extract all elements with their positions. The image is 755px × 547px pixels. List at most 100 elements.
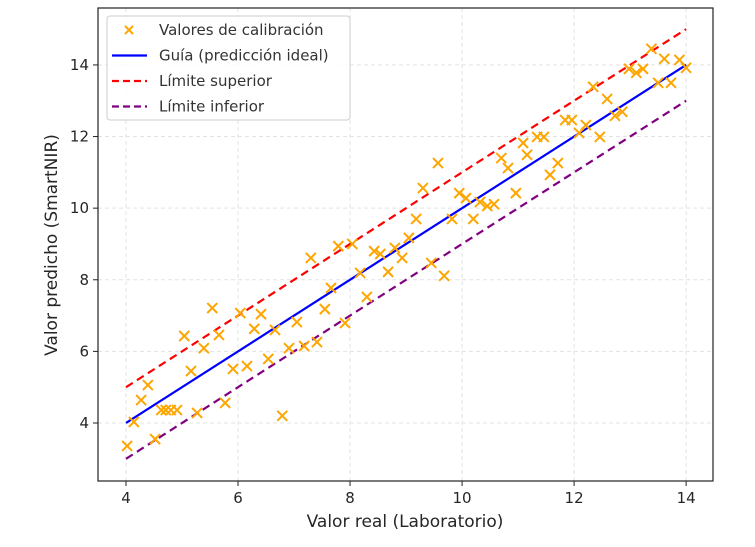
- scatter-point: [255, 308, 267, 320]
- scatter-point: [432, 157, 444, 169]
- y-axis-label: Valor predicho (SmartNIR): [42, 134, 62, 356]
- y-tick-label: 12: [70, 128, 89, 146]
- scatter-point: [178, 330, 190, 342]
- scatter-point: [601, 93, 613, 105]
- scatter-point: [389, 242, 401, 254]
- scatter-point: [521, 149, 533, 161]
- scatter-point: [517, 137, 529, 149]
- scatter-point: [566, 114, 578, 126]
- y-tick-label: 4: [79, 414, 89, 432]
- x-tick-label: 12: [565, 489, 584, 507]
- legend-label: Límite superior: [159, 72, 273, 90]
- x-tick-label: 14: [677, 489, 696, 507]
- scatter-point: [403, 232, 415, 244]
- scatter-point: [241, 360, 253, 372]
- scatter-point: [609, 110, 621, 122]
- x-tick-label: 6: [233, 489, 243, 507]
- scatter-point: [544, 169, 556, 181]
- scatter-point: [396, 252, 408, 264]
- scatter-point: [332, 240, 344, 252]
- scatter-point: [276, 410, 288, 422]
- series-line-1: [125, 64, 687, 424]
- scatter-point: [594, 131, 606, 143]
- scatter-point: [160, 404, 172, 416]
- scatter-point: [502, 162, 514, 174]
- scatter-point: [616, 106, 628, 118]
- legend-label: Guía (predicción ideal): [159, 47, 329, 65]
- legend-box: [106, 15, 351, 121]
- scatter-point: [325, 282, 337, 294]
- scatter-point: [298, 340, 310, 352]
- scatter-point: [339, 317, 351, 329]
- x-tick-label: 10: [453, 489, 472, 507]
- scatter-point: [460, 192, 472, 204]
- y-tick-label: 14: [70, 56, 89, 74]
- x-tick-label: 4: [121, 489, 131, 507]
- scatter-point: [623, 63, 635, 75]
- scatter-point: [510, 187, 522, 199]
- scatter-point: [580, 119, 592, 131]
- scatter-point: [587, 81, 599, 93]
- scatter-point: [269, 324, 281, 336]
- scatter-point: [665, 77, 677, 89]
- series-line-3: [125, 99, 687, 460]
- y-tick-label: 10: [70, 199, 89, 217]
- scatter-point: [425, 257, 437, 269]
- scatter-point: [453, 187, 465, 199]
- scatter-point: [262, 353, 274, 365]
- x-axis-label: Valor real (Laboratorio): [307, 512, 504, 532]
- scatter-point: [417, 182, 429, 194]
- scatter-point: [382, 266, 394, 278]
- plot-marks: [121, 28, 692, 460]
- scatter-point: [319, 303, 331, 315]
- scatter-point: [680, 62, 692, 74]
- scatter-point: [227, 363, 239, 375]
- scatter-point: [135, 394, 147, 406]
- scatter-point: [354, 267, 366, 279]
- scatter-point: [374, 248, 387, 260]
- scatter-point: [361, 291, 373, 303]
- scatter-point: [155, 404, 167, 416]
- scatter-point: [213, 329, 225, 341]
- scatter-point: [438, 270, 450, 282]
- scatter-point: [645, 43, 658, 55]
- legend-label: Valores de calibración: [159, 21, 324, 39]
- scatter-point: [488, 198, 500, 210]
- x-tick-label: 8: [345, 489, 355, 507]
- scatter-point: [149, 433, 161, 445]
- scatter-point: [552, 157, 564, 169]
- scatter-point: [219, 397, 231, 409]
- scatter-point: [198, 342, 210, 354]
- scatter-point: [248, 323, 260, 335]
- scatter-point: [311, 336, 323, 348]
- ticks: 4 6 8 10 12 14 4 6 8 10 12 14: [70, 56, 696, 507]
- legend-label: Límite inferior: [159, 98, 265, 116]
- scatter-point: [191, 407, 203, 419]
- scatter-point: [185, 365, 197, 377]
- scatter-point: [467, 213, 479, 225]
- scatter-point: [142, 379, 154, 391]
- scatter-point: [128, 416, 140, 428]
- y-tick-label: 6: [79, 342, 89, 360]
- scatter-point: [305, 252, 317, 264]
- scatter-point: [368, 245, 380, 257]
- scatter-point: [234, 307, 246, 319]
- scatter-point: [291, 316, 303, 328]
- scatter-point: [283, 342, 295, 354]
- scatter-point: [481, 200, 493, 212]
- scatter-point: [495, 152, 507, 164]
- y-tick-label: 8: [79, 271, 89, 289]
- scatter-point: [410, 213, 422, 225]
- scatter-point: [206, 302, 218, 314]
- plot-frame: [97, 7, 714, 482]
- scatter-point: [171, 404, 183, 416]
- series-line-2: [125, 28, 687, 389]
- legend: Valores de calibración Guía (predicción i…: [106, 15, 351, 121]
- scatter-point: [538, 131, 550, 143]
- scatter-point: [474, 196, 486, 208]
- legend-marker-x: [124, 25, 134, 35]
- scatter-point: [630, 67, 642, 79]
- grid: [98, 8, 713, 481]
- scatter-point: [446, 213, 458, 225]
